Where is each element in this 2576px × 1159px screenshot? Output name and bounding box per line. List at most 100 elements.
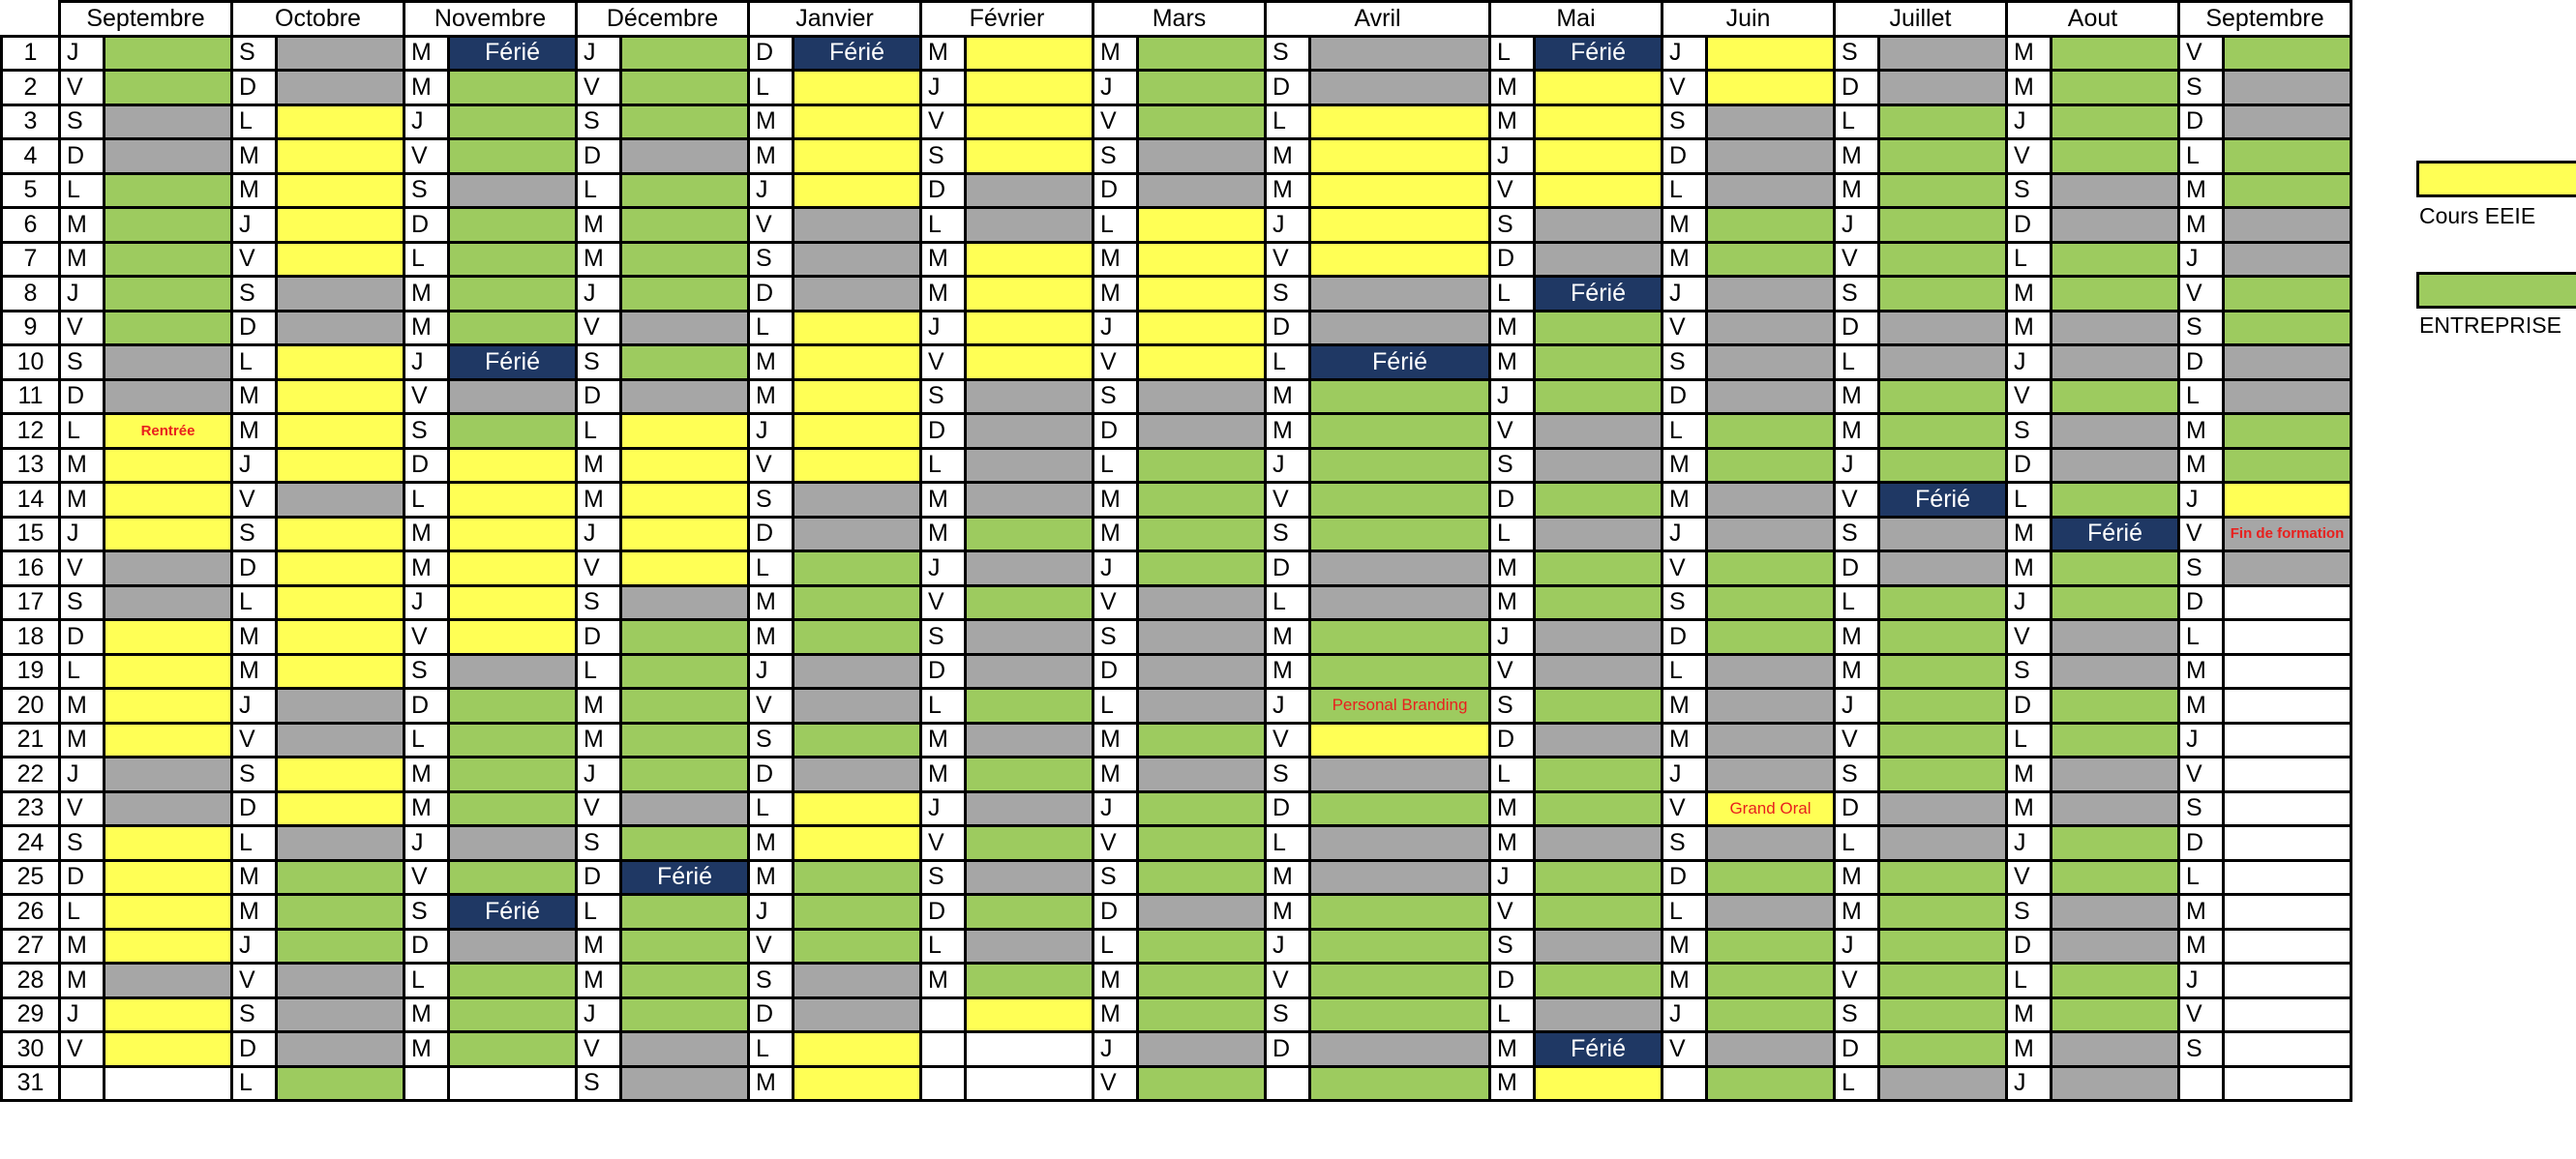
calendar-cell [1308,618,1491,656]
day-row: 30 V D M V L J D M Férié V D M S [0,1030,2352,1068]
day-row: 16 V D M V L J J D M V D M S [0,550,2352,587]
calendar-cell [1136,721,1267,758]
calendar-cell [275,996,405,1033]
calendar-cell [1308,206,1491,244]
calendar-cell [103,69,233,106]
weekday-letter: D [575,858,622,896]
day-number: 22 [0,756,61,793]
weekday-letter: M [2005,69,2052,106]
calendar-cell [619,1030,750,1068]
calendar-cell [447,824,578,862]
weekday-letter: L [919,206,967,244]
calendar-cell [792,550,922,587]
calendar-cell [103,996,233,1033]
calendar-cell [792,858,922,896]
calendar-cell [1877,275,2008,312]
calendar-cell [447,789,578,827]
calendar-cell [275,1030,405,1068]
calendar-cell [275,858,405,896]
calendar-cell [964,893,1094,931]
calendar-cell [103,824,233,862]
weekday-letter: J [58,515,105,552]
weekday-letter: D [1264,789,1311,827]
calendar-cell [447,962,578,999]
calendar-cell [1136,824,1267,862]
weekday-letter: D [2177,824,2225,862]
calendar-cell [2222,103,2352,140]
calendar-cell [1308,962,1491,999]
ferie-cell: Férié [447,893,578,931]
day-row: 31 L S M V M L J [0,1064,2352,1102]
calendar-cell [1136,446,1267,484]
weekday-letter: L [58,893,105,931]
weekday-letter [919,1030,967,1068]
weekday-letter: M [2005,789,2052,827]
calendar-cell [792,618,922,656]
weekday-letter: J [747,652,794,690]
calendar-cell [1705,412,1836,450]
weekday-letter: M [919,756,967,793]
calendar-cell [1533,171,1663,209]
day-row: 11 D M V D M S S M J D M V L [0,377,2352,415]
weekday-letter: M [1264,137,1311,175]
calendar-cell [964,789,1094,827]
day-row: 27 M J D M V L L J S M J D M [0,927,2352,965]
calendar-cell [1308,103,1491,140]
weekday-letter: V [575,550,622,587]
weekday-letter: M [1833,412,1880,450]
calendar-cell [2222,34,2352,72]
event-cell: Personal Branding [1308,687,1491,725]
calendar-cell [619,412,750,450]
calendar-cell [2222,481,2352,519]
calendar-cell [1705,962,1836,999]
weekday-letter: J [575,275,622,312]
weekday-letter: J [1092,309,1139,346]
weekday-letter: S [2005,893,2052,931]
calendar-cell [1136,412,1267,450]
day-number: 9 [0,309,61,346]
weekday-letter: M [230,171,278,209]
weekday-letter: S [1661,583,1708,621]
weekday-letter: L [403,721,450,758]
calendar-cell [275,103,405,140]
calendar-cell [1877,583,2008,621]
calendar-cell [1533,583,1663,621]
ferie-cell: Férié [1533,34,1663,72]
calendar-cell [447,1030,578,1068]
day-number: 10 [0,343,61,381]
weekday-letter: M [230,893,278,931]
calendar-cell [619,69,750,106]
calendar-cell [1705,1064,1836,1102]
calendar-cell [103,103,233,140]
calendar-cell [792,240,922,278]
day-row: 29 J S M J D M S L J S M V [0,996,2352,1033]
calendar-cell [619,171,750,209]
weekday-letter: M [403,789,450,827]
weekday-letter: L [1661,893,1708,931]
calendar-cell [103,583,233,621]
weekday-letter: D [1833,69,1880,106]
calendar-cell [447,206,578,244]
weekday-letter: M [403,309,450,346]
calendar-cell [1308,893,1491,931]
calendar-cell [447,103,578,140]
calendar-cell [103,137,233,175]
calendar-cell [2222,550,2352,587]
weekday-letter: D [919,652,967,690]
weekday-letter: S [1264,756,1311,793]
calendar-cell [2050,412,2180,450]
weekday-letter: D [1661,377,1708,415]
calendar-cell [2222,927,2352,965]
weekday-letter: V [1833,962,1880,999]
weekday-letter: V [1661,309,1708,346]
day-number: 14 [0,481,61,519]
day-number: 13 [0,446,61,484]
calendar-cell [1705,275,1836,312]
calendar-cell [1705,343,1836,381]
weekday-letter: M [230,377,278,415]
weekday-letter: M [58,481,105,519]
calendar-cell [2050,824,2180,862]
weekday-letter: M [747,858,794,896]
weekday-letter: V [58,789,105,827]
